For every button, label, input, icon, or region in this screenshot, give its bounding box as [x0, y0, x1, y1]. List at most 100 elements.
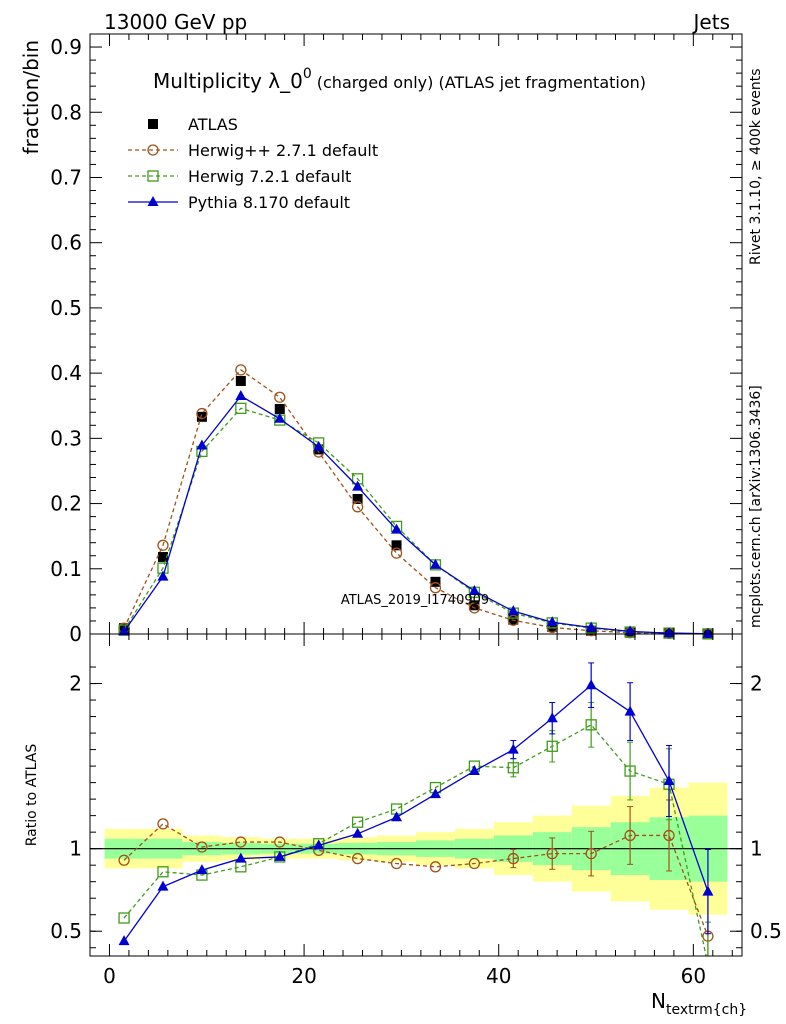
- ratio-point: [118, 935, 130, 946]
- ratio-series-line: [123, 823, 709, 937]
- ratio-series-0: [118, 799, 714, 956]
- ratio-point: [391, 811, 403, 822]
- ratio-y-tick-label-right: 0.5: [750, 919, 782, 943]
- x-tick-label: 20: [291, 964, 316, 988]
- data-point: [352, 494, 363, 504]
- x-tick-label: 40: [486, 964, 511, 988]
- data-point: [196, 439, 208, 450]
- data-point: [469, 600, 480, 611]
- ratio-point: [429, 788, 441, 799]
- data-point: [663, 627, 675, 638]
- ratio-point: [507, 743, 519, 754]
- ratio-frame: [89, 633, 743, 957]
- data-point: [507, 605, 519, 616]
- ratio-point: [624, 765, 636, 777]
- y-tick-label: 0.9: [50, 35, 82, 59]
- data-point: [468, 584, 480, 595]
- data-point: [118, 625, 130, 636]
- y-tick-label: 0.2: [50, 492, 82, 516]
- ratio-point: [663, 774, 675, 785]
- ratio-point: [274, 836, 286, 848]
- data-point: [157, 539, 169, 551]
- data-point: [313, 440, 325, 451]
- title-sup: 0: [303, 66, 312, 82]
- data-point: [468, 602, 481, 614]
- ratio-point: [468, 765, 480, 776]
- rivet-label: Rivet 3.1.10, ≥ 400k events: [748, 68, 764, 265]
- ratio-point: [546, 740, 558, 752]
- ratio-point: [196, 841, 208, 853]
- data-point: [429, 558, 441, 569]
- ratio-point: [702, 885, 714, 896]
- mcplots-label: mcplots.cern.ch [arXiv:1306.3436]: [748, 385, 764, 628]
- legend-item: Herwig 7.2.1 default: [128, 167, 351, 186]
- ratio-ylabel: Ratio to ATLAS: [24, 744, 40, 847]
- data-point: [235, 389, 247, 400]
- chart-title: Multiplicity λ_00 (charged only) (ATLAS j…: [153, 66, 646, 93]
- ratio-point: [624, 829, 636, 842]
- header-right: Jets: [692, 10, 730, 34]
- ratio-point: [118, 912, 130, 924]
- data-point: [702, 627, 714, 638]
- data-point: [274, 391, 286, 403]
- legend-item: Herwig++ 2.7.1 default: [128, 141, 378, 160]
- series-line: [123, 407, 708, 635]
- ratio-point: [235, 852, 247, 863]
- legend-marker: [147, 144, 159, 156]
- ratio-y-tick-label-right: 2: [750, 672, 763, 696]
- x-tick-label: 0: [103, 964, 116, 988]
- data-point: [235, 375, 246, 386]
- data-point: [196, 411, 207, 422]
- data-point: [391, 540, 402, 551]
- legend-item: Pythia 8.170 default: [128, 193, 350, 212]
- ratio-y-tick-label: 2: [69, 672, 82, 696]
- ratio-point: [351, 816, 364, 828]
- data-point: [547, 621, 558, 632]
- data-point: [507, 614, 519, 626]
- ratio-point: [585, 719, 597, 731]
- ratio-series-line: [123, 684, 709, 942]
- ratio-point: [235, 836, 247, 848]
- legend-item: ATLAS: [148, 115, 238, 134]
- y-tick-label: 0.1: [50, 557, 82, 581]
- ratio-point: [624, 705, 636, 716]
- data-point: [585, 621, 597, 632]
- ratio-point: [118, 854, 130, 866]
- y-tick-label: 0.7: [50, 165, 82, 189]
- ratio-point: [157, 818, 169, 830]
- data-point: [546, 616, 558, 627]
- ratio-plot-area: [90, 662, 742, 956]
- watermark: ATLAS_2019_I1740909: [341, 593, 489, 608]
- ratio-point: [546, 712, 558, 723]
- y-tick-label: 0.3: [50, 426, 82, 450]
- legend-label: Herwig++ 2.7.1 default: [188, 141, 378, 160]
- ratio-point: [351, 852, 364, 865]
- ratio-point: [585, 847, 597, 860]
- ratio-point: [663, 829, 675, 842]
- data-point: [157, 552, 168, 563]
- data-point: [351, 501, 364, 513]
- x-axis-label: Ntextrm{ch}: [651, 989, 747, 1018]
- legend-marker: [148, 119, 158, 129]
- data-point: [235, 364, 247, 376]
- legend-label: ATLAS: [188, 115, 238, 134]
- data-point: [430, 576, 441, 587]
- ratio-series-line: [123, 723, 707, 956]
- ratio-point: [313, 839, 325, 850]
- series-3: [118, 389, 714, 638]
- ratio-point: [507, 762, 519, 774]
- ratio-series-2: [118, 662, 714, 946]
- y-tick-label: 0.8: [50, 100, 82, 124]
- data-point: [624, 625, 636, 636]
- ratio-point: [235, 861, 247, 873]
- ratio-point: [390, 857, 403, 870]
- series-line: [123, 395, 708, 635]
- data-point: [157, 570, 169, 581]
- series-line: [123, 369, 708, 635]
- ratio-point: [429, 861, 442, 873]
- y-tick-label: 0.6: [50, 231, 82, 255]
- ratio-point: [157, 866, 169, 878]
- data-point: [352, 480, 364, 491]
- legend-marker: [147, 196, 159, 206]
